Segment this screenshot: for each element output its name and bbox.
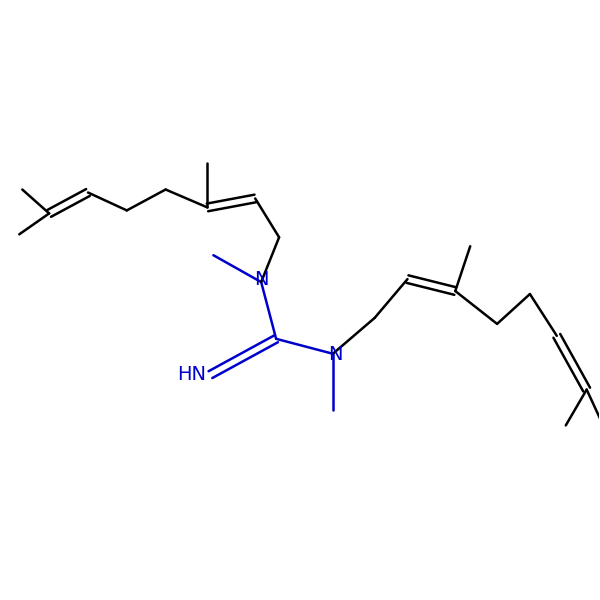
- Text: N: N: [254, 269, 268, 289]
- Text: N: N: [329, 346, 343, 364]
- Text: HN: HN: [177, 365, 206, 384]
